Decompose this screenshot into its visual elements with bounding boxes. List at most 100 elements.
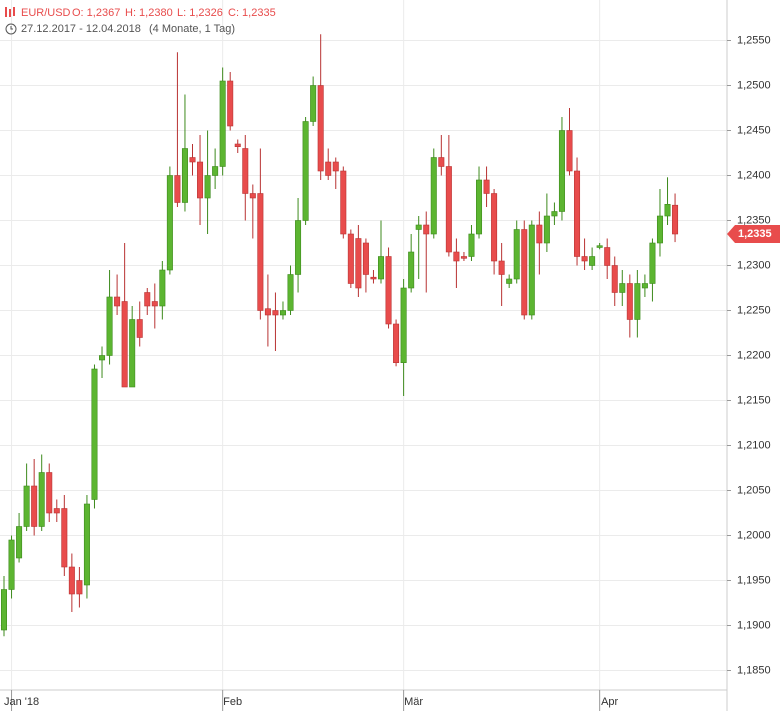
header: EUR/USD O: 1,2367 H: 1,2380 L: 1,2326 C:… [5,7,276,35]
candle-body [430,157,437,235]
candle-body [38,472,45,527]
candle-body [61,508,68,568]
y-tick-label: 1,1900 [737,619,771,631]
y-tick-label: 1,2150 [737,394,771,406]
candle-body [423,224,430,235]
clock-hand [10,26,13,30]
candle-body [68,566,75,595]
candle-body [204,175,211,199]
ohlc: O: 1,2367 [72,7,120,19]
candle-body [287,274,294,311]
candle-body [468,233,475,257]
date-range: 27.12.2017 - 12.04.2018 [21,23,141,35]
candle-body [189,157,196,163]
x-tick-label: Jan '18 [4,696,39,708]
candle-body [377,256,384,280]
candle-body [234,143,241,147]
candle-body [604,247,611,266]
candle-icon [13,7,15,16]
candle-body [144,292,151,307]
candle-body [166,175,173,271]
candle-body [415,224,422,230]
candle-body [159,269,166,307]
candle-body [242,148,249,194]
candle-body [340,170,347,235]
candle-body [445,166,452,253]
candle-body [302,121,309,221]
candle-body [589,256,596,266]
candle-body [558,130,565,212]
candle-body [438,157,445,167]
candle-body [581,256,588,262]
candle-body [114,296,121,307]
y-tick-label: 1,2250 [737,304,771,316]
candle-body [83,503,90,586]
candle-body [197,161,204,199]
candle-icon [5,7,7,17]
y-tick-label: 1,2400 [737,169,771,181]
candle-body [370,276,377,280]
y-tick-label: 1,2050 [737,484,771,496]
candle-body [574,170,581,257]
candle-body [551,211,558,217]
candle-body [227,80,234,127]
y-tick-label: 1,1950 [737,574,771,586]
candle-body [491,193,498,262]
clock-icon [5,23,17,35]
candle-body [566,130,573,172]
y-tick-label: 1,2000 [737,529,771,541]
candle-body [408,251,415,289]
candle-body [521,229,528,316]
symbol: EUR/USD [21,7,71,19]
candle-body [53,508,60,514]
candle-body [649,242,656,284]
candle-body [460,256,467,259]
candle-body [543,215,550,244]
x-tick-label: Mär [404,696,423,708]
candle-body [498,260,505,275]
last-price-badge [727,225,780,243]
y-tick-label: 1,2100 [737,439,771,451]
candle-body [272,310,279,316]
candle-body [151,301,158,307]
candle-body [325,161,332,176]
x-tick-label: Apr [601,696,618,708]
candle-body [106,296,113,356]
candle-body [91,368,98,500]
candle-body [121,301,128,388]
candle-body [136,319,143,338]
candle-body [385,256,392,325]
y-tick-label: 1,2450 [737,124,771,136]
candles [0,34,679,637]
candle-body [513,229,520,280]
y-tick-label: 1,2550 [737,34,771,46]
candle-body [16,526,23,559]
candle-body [264,308,271,316]
candle-body [219,80,226,167]
candle-body [626,283,633,320]
candle-body [46,472,53,514]
y-tick-label: 1,2500 [737,79,771,91]
ohlc: L: 1,2326 [177,7,223,19]
candle-body [317,85,324,172]
candle-body [641,283,648,289]
candle-icon [9,9,11,17]
candle-body [476,179,483,235]
candle-body [76,580,83,595]
candle-body [129,319,136,388]
ohlc: C: 1,2335 [228,7,276,19]
candle-body [672,204,679,235]
candle-body [212,166,219,176]
candle-body [656,215,663,244]
candle-body [453,251,460,262]
candle-body [536,224,543,244]
period: (4 Monate, 1 Tag) [149,23,235,35]
candle-body [310,85,317,122]
candle-body [596,245,603,248]
candle-body [355,238,362,289]
candle-body [483,179,490,194]
last-price-label: 1,2335 [738,228,772,240]
y-tick-label: 1,2200 [737,349,771,361]
candle-body [99,355,106,361]
